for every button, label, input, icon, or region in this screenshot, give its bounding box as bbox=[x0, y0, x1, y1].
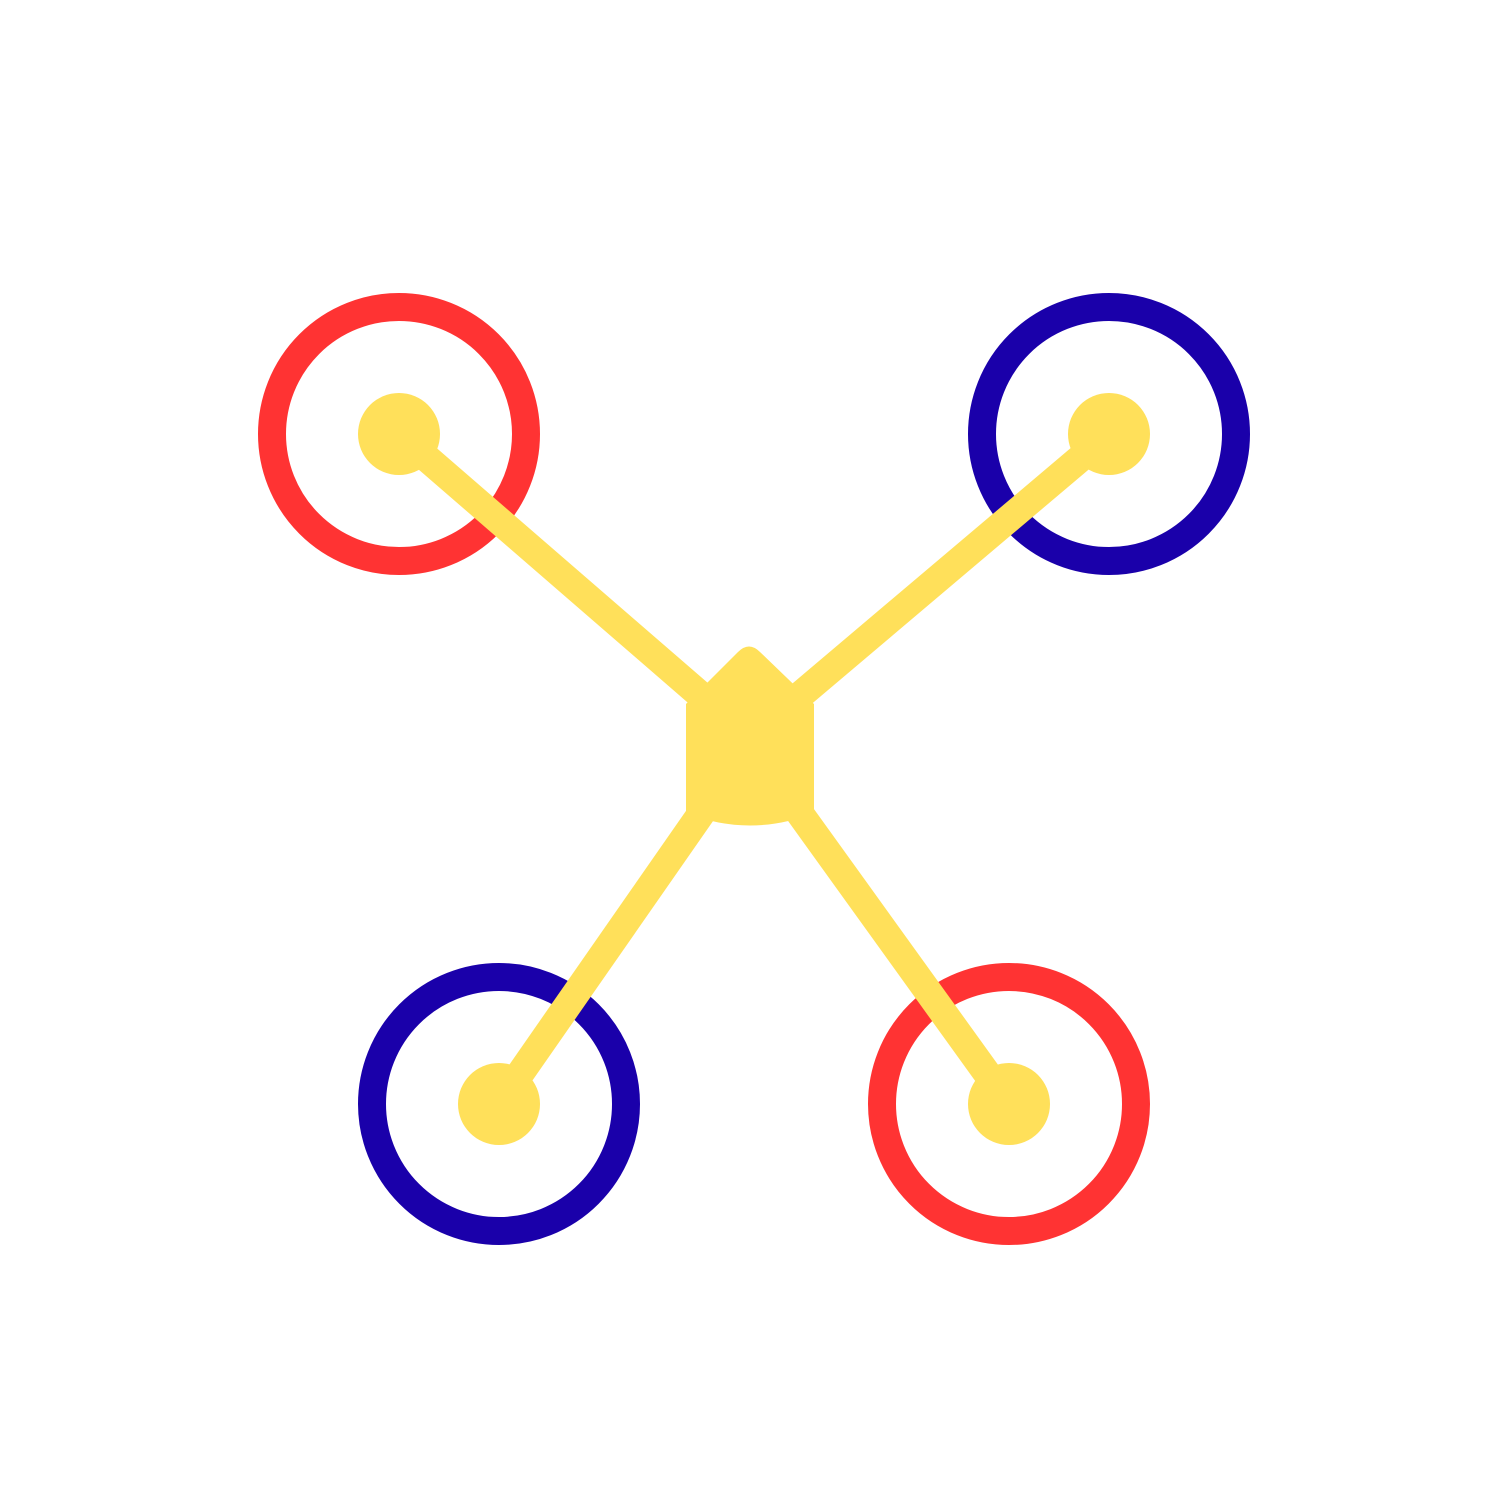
motor-hubs bbox=[358, 393, 1150, 1145]
motor-hub-rear-left bbox=[458, 1063, 540, 1145]
drone-arms bbox=[389, 423, 1119, 1113]
motor-hub-rear-right bbox=[968, 1063, 1050, 1145]
drone-body-icon bbox=[686, 646, 814, 826]
motor-hub-front-left bbox=[358, 393, 440, 475]
arm-front-right bbox=[755, 423, 1119, 736]
rotor-ring-front-right bbox=[968, 293, 1250, 575]
motor-hub-front-right bbox=[1068, 393, 1150, 475]
rotor-ring-front-left bbox=[258, 293, 540, 575]
rotor-ring-rear-left bbox=[358, 963, 640, 1245]
arm-rear-left bbox=[487, 757, 747, 1112]
rotor-rings bbox=[258, 293, 1250, 1245]
arm-front-left bbox=[389, 423, 745, 736]
rotor-ring-rear-right bbox=[868, 963, 1150, 1245]
arm-rear-right bbox=[753, 756, 1021, 1113]
